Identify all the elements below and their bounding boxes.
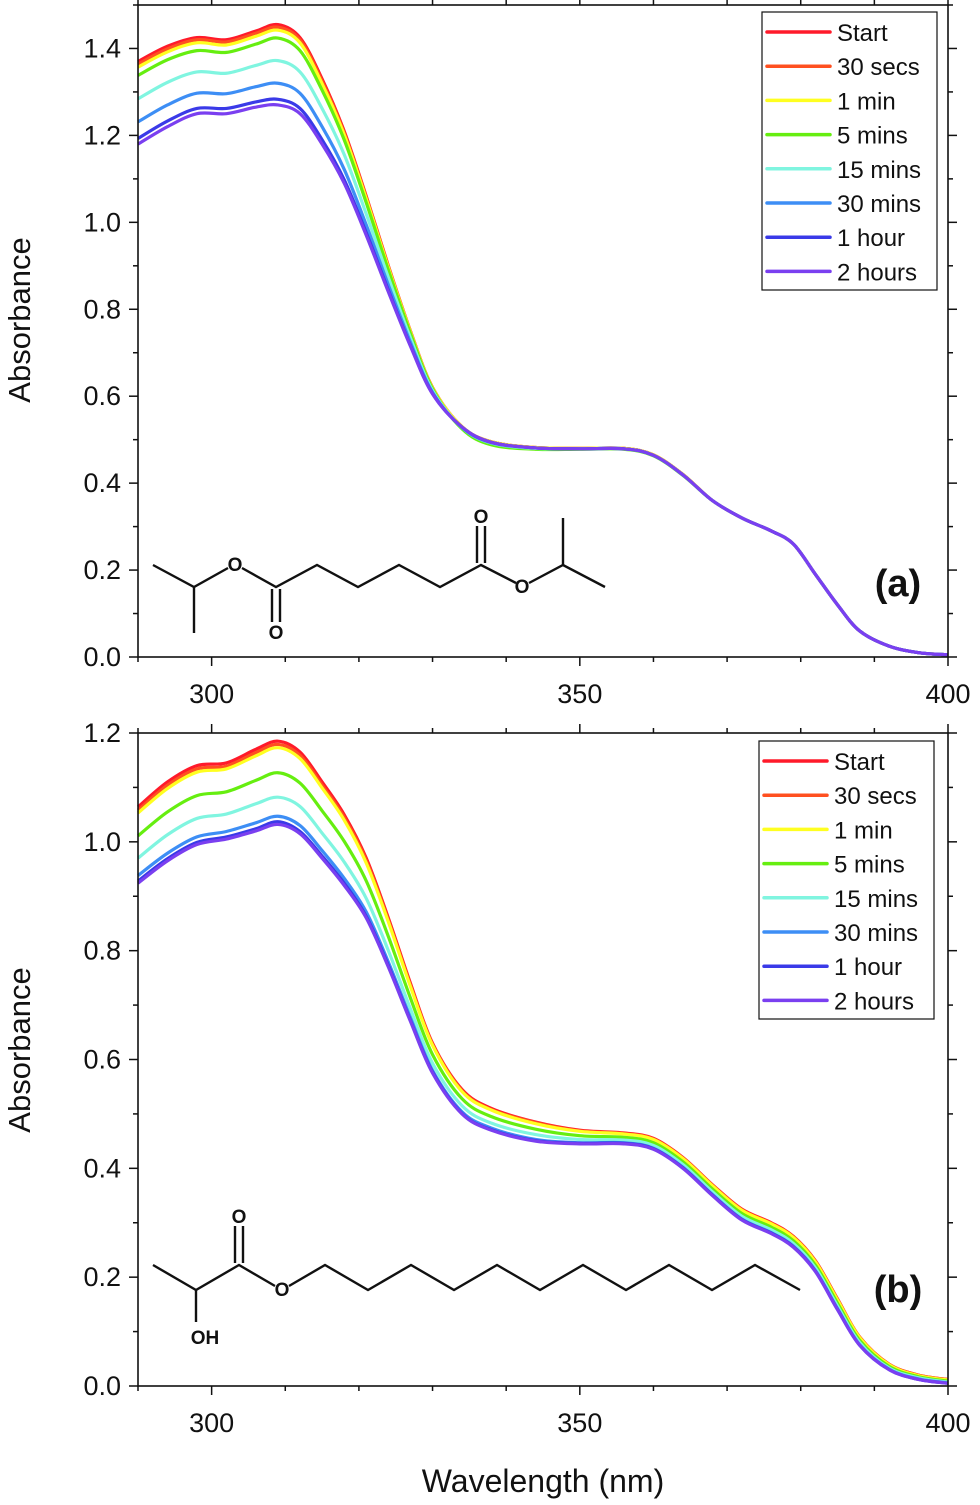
- legend-entry: 15 mins: [834, 886, 918, 913]
- y-tick-label: 0.0: [83, 1371, 121, 1401]
- structure-atom-label: O: [269, 623, 284, 644]
- series-line-1-min: [136, 746, 949, 1382]
- x-tick-label: 400: [925, 679, 970, 709]
- legend: Start 30 secs 1 min 5 mins 15 mins 30 mins 1 h…: [761, 11, 938, 291]
- plot-frame: [137, 4, 949, 658]
- y-tick-label: 0.6: [83, 381, 121, 411]
- legend-box: [758, 740, 935, 1020]
- x-tick-label: 350: [557, 1408, 602, 1438]
- x-tick-label: 350: [557, 679, 602, 709]
- x-tick-label: 400: [925, 1408, 970, 1438]
- x-axis-label: Wavelength (nm): [422, 1463, 664, 1499]
- legend: Start 30 secs 1 min 5 mins 15 mins 30 mins 1 h…: [758, 740, 935, 1020]
- y-tick-label: 1.2: [83, 120, 121, 150]
- structure-atom-label: O: [228, 555, 243, 576]
- y-tick-label: 0.8: [83, 294, 121, 324]
- y-tick-label: 0.2: [83, 555, 121, 585]
- legend-entry: 2 hours: [834, 988, 914, 1015]
- x-tick-label: 300: [189, 679, 234, 709]
- y-tick-label: 0.2: [83, 1262, 121, 1292]
- legend-entry: 5 mins: [834, 852, 905, 879]
- structure-atom-label: O: [474, 507, 489, 528]
- panel-b-chart: 300 350 400 0.0 0.2 0.4 0.6 0.8 1.0 1.2 Absorbance…: [2, 718, 971, 1499]
- y-tick-label: 1.2: [83, 718, 121, 748]
- y-axis-label: Absorbance: [2, 967, 37, 1132]
- series-line-2-hours: [137, 103, 949, 657]
- legend-entry: 2 hours: [837, 259, 917, 286]
- legend-entry: 30 mins: [834, 920, 918, 947]
- structure-atom-label: O: [275, 1280, 290, 1301]
- legend-entry: 30 secs: [834, 783, 917, 810]
- molecule-structure-b-labels: O O OH: [191, 1207, 290, 1349]
- y-tick-label: 1.0: [83, 207, 121, 237]
- series-line-2-hours: [137, 822, 949, 1385]
- y-tick-label: 1.0: [83, 827, 121, 857]
- legend-entry: 5 mins: [837, 123, 908, 150]
- legend-entry: 1 min: [837, 88, 896, 115]
- panel-a-chart: 300 350 400 0.0 0.2 0.4 0.6 0.8 1.0 1.2 1.4 Absorba…: [2, 0, 971, 709]
- panel-label: (b): [874, 1269, 923, 1311]
- y-tick-label: 1.4: [83, 33, 121, 63]
- legend-entry: Start: [834, 749, 885, 776]
- series-group: [136, 739, 949, 1385]
- series-group: [137, 22, 949, 657]
- molecule-structure-a-labels: O O O O: [228, 507, 530, 644]
- x-tick-label: 300: [189, 1408, 234, 1438]
- y-tick-label: 0.8: [83, 936, 121, 966]
- structure-atom-label: O: [232, 1207, 247, 1228]
- legend-box: [761, 11, 938, 291]
- legend-entry: 30 mins: [837, 191, 921, 218]
- legend-entry: 1 hour: [834, 954, 902, 981]
- legend-entry: Start: [837, 20, 888, 47]
- structure-atom-label: O: [515, 577, 530, 598]
- y-axis-label: Absorbance: [2, 237, 37, 402]
- y-tick-label: 0.0: [83, 642, 121, 672]
- legend-entry: 1 hour: [837, 225, 905, 252]
- y-tick-label: 0.6: [83, 1045, 121, 1075]
- panel-label: (a): [875, 563, 921, 605]
- molecule-structure-a: [152, 518, 606, 633]
- structure-atom-label: OH: [191, 1328, 220, 1349]
- legend-entry: 15 mins: [837, 157, 921, 184]
- legend-entry: 30 secs: [837, 54, 920, 81]
- legend-entry: 1 min: [834, 817, 893, 844]
- y-tick-label: 0.4: [83, 1153, 121, 1183]
- y-tick-label: 0.4: [83, 468, 121, 498]
- molecule-structure-b: [152, 1226, 801, 1322]
